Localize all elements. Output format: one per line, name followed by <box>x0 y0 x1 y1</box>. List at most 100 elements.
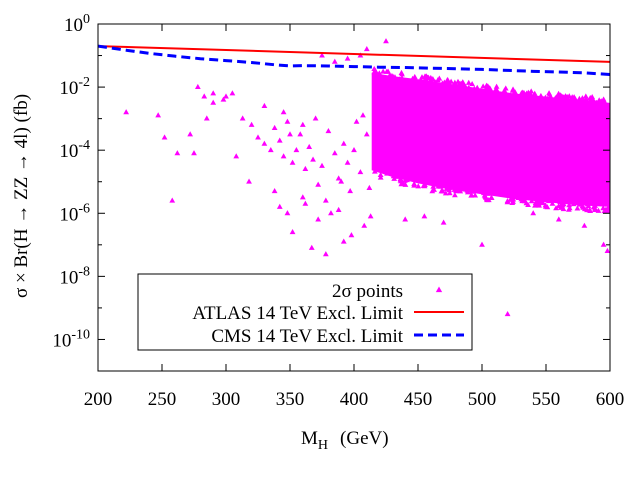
scatter-point <box>442 190 449 196</box>
scatter-point <box>363 131 370 137</box>
scatter-point <box>547 93 554 99</box>
x-tick-label: 200 <box>84 389 113 410</box>
scatter-point <box>451 186 458 192</box>
scatter-point <box>504 198 511 204</box>
atlas-limit-line <box>98 45 610 63</box>
scatter-point <box>353 118 360 124</box>
scatter-point <box>276 203 283 209</box>
scatter-point <box>570 200 577 207</box>
scatter-point <box>174 150 181 156</box>
scatter-point <box>493 86 499 92</box>
scatter-point <box>419 74 425 80</box>
scatter-point <box>363 46 370 52</box>
scatter-point <box>299 121 306 127</box>
scatter-point <box>223 93 229 99</box>
scatter-point <box>510 86 516 92</box>
x-axis-label: MH (GeV) <box>301 428 389 453</box>
y-tick-label: 10-6 <box>59 201 90 225</box>
scatter-point <box>579 95 586 101</box>
scatter-point <box>123 109 130 115</box>
scatter-point <box>399 180 406 186</box>
scatter-point <box>280 153 287 159</box>
scatter-point <box>380 68 387 74</box>
scatter-point <box>201 93 208 99</box>
scatter-point <box>428 76 435 82</box>
scatter-point <box>344 159 351 165</box>
scatter-point <box>366 184 373 190</box>
scatter-point <box>469 188 476 194</box>
scatter-point <box>351 146 357 153</box>
x-tick-label: 300 <box>212 389 241 410</box>
scatter-point <box>439 80 446 86</box>
scatter-point <box>576 201 583 207</box>
scatter-point <box>592 205 598 211</box>
scatter-point <box>331 58 338 64</box>
scatter-point <box>322 197 329 203</box>
scatter-point <box>391 175 398 181</box>
scatter-point <box>357 169 364 175</box>
scatter-point <box>246 178 252 184</box>
scatter-point <box>439 187 446 193</box>
legend: 2σ points ATLAS 14 TeV Excl. Limit CMS 1… <box>137 273 473 351</box>
scatter-band <box>371 72 610 207</box>
scatter-point <box>169 197 176 203</box>
scatter-point <box>371 168 378 174</box>
scatter-point <box>347 187 354 194</box>
scatter-point <box>210 99 217 105</box>
scatter-point <box>592 202 598 208</box>
scatter-point <box>271 124 278 131</box>
scatter-point <box>394 173 401 179</box>
scatter-point <box>312 115 319 121</box>
scatter-point <box>446 190 453 196</box>
scatter-point <box>203 115 210 121</box>
scatter-point <box>386 72 393 78</box>
x-tick-label: 450 <box>404 389 433 410</box>
scatter-point <box>528 198 535 204</box>
scatter-point <box>319 162 325 168</box>
scatter-point <box>562 93 569 99</box>
scatter-point <box>261 102 268 108</box>
scatter-point <box>593 99 599 105</box>
scatter-point <box>229 90 236 96</box>
scatter-point <box>302 200 309 206</box>
scatter-point <box>284 210 291 216</box>
scatter-point <box>581 222 588 228</box>
scatter-point <box>479 241 485 247</box>
scatter-point <box>289 159 296 165</box>
scatter-point <box>521 89 527 96</box>
scatter-point <box>287 131 293 137</box>
scatter-point <box>480 83 487 89</box>
scatter-point <box>465 79 472 85</box>
scatter-point <box>474 84 481 90</box>
scatter-point <box>276 137 283 143</box>
scatter-point <box>310 156 316 162</box>
scatter-point <box>411 73 418 79</box>
scatter-point <box>508 195 515 201</box>
scatter-point <box>538 92 544 98</box>
scatter-point <box>306 143 313 149</box>
scatter-point <box>187 131 194 137</box>
y-tick-label: 10-10 <box>52 327 90 351</box>
scatter-point <box>319 52 325 58</box>
scatter-point <box>446 185 452 191</box>
x-tick-label: 500 <box>468 389 497 410</box>
scatter-point <box>504 311 511 317</box>
y-tick-label: 100 <box>64 12 90 36</box>
scatter-point <box>598 98 605 104</box>
scatter-point <box>606 204 610 210</box>
scatter-point <box>373 69 379 75</box>
scatter-point <box>297 131 304 137</box>
cms-limit-line <box>98 44 610 76</box>
scatter-point <box>600 241 607 247</box>
scatter-point <box>255 134 261 140</box>
scatter-layer <box>123 38 610 317</box>
scatter-point <box>455 78 461 84</box>
scatter-point <box>390 173 397 179</box>
scatter-point <box>423 77 430 83</box>
scatter-point <box>532 93 538 99</box>
scatter-point <box>555 216 562 222</box>
scatter-point <box>604 207 610 213</box>
scatter-point <box>468 192 475 198</box>
scatter-point <box>315 181 322 187</box>
scatter-point <box>549 200 556 206</box>
